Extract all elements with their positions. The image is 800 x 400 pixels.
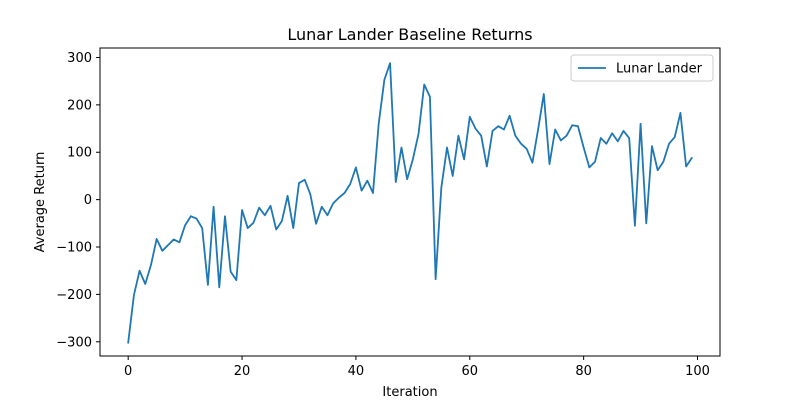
x-axis-label: Iteration [382, 385, 437, 400]
y-tick-label: 200 [67, 98, 92, 113]
y-tick-label: 100 [67, 146, 92, 161]
y-axis-ticks: −300 −200 −100 0 100 200 300 [56, 51, 100, 350]
x-tick-label: 0 [124, 364, 132, 379]
x-tick-label: 60 [462, 364, 479, 379]
x-axis-ticks: 0 20 40 60 80 100 [124, 356, 710, 379]
chart-title: Lunar Lander Baseline Returns [287, 25, 532, 44]
x-tick-label: 80 [575, 364, 592, 379]
legend: Lunar Lander [570, 54, 714, 82]
y-axis-label: Average Return [33, 152, 48, 253]
plot-frame [99, 47, 721, 357]
x-tick-label: 20 [234, 364, 251, 379]
plot-area [100, 48, 720, 356]
series-line-lunar-lander [127, 62, 693, 344]
x-tick-label: 40 [348, 364, 365, 379]
legend-box [570, 54, 714, 82]
legend-label-lunar-lander: Lunar Lander [616, 62, 703, 77]
y-tick-label: 0 [84, 193, 92, 208]
y-tick-label: −200 [56, 288, 92, 303]
x-tick-label: 100 [685, 364, 710, 379]
y-tick-label: −300 [56, 335, 92, 350]
y-tick-label: −100 [56, 241, 92, 256]
y-tick-label: 300 [67, 51, 92, 66]
